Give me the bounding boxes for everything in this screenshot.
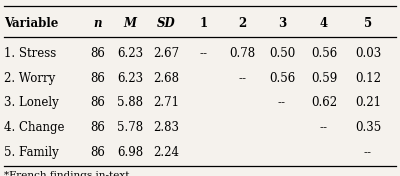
Text: --: -- [320, 121, 328, 134]
Text: 3. Lonely: 3. Lonely [4, 96, 59, 109]
Text: 0.59: 0.59 [311, 72, 337, 85]
Text: 5.88: 5.88 [117, 96, 143, 109]
Text: n: n [94, 17, 102, 30]
Text: 6.98: 6.98 [117, 146, 143, 159]
Text: --: -- [364, 146, 372, 159]
Text: 3: 3 [278, 17, 286, 30]
Text: 0.50: 0.50 [269, 47, 295, 60]
Text: 0.03: 0.03 [355, 47, 381, 60]
Text: 2.24: 2.24 [153, 146, 179, 159]
Text: *French findings in-text.: *French findings in-text. [4, 171, 133, 176]
Text: 4: 4 [320, 17, 328, 30]
Text: 1: 1 [200, 17, 208, 30]
Text: 86: 86 [90, 72, 106, 85]
Text: 0.21: 0.21 [355, 96, 381, 109]
Text: 86: 86 [90, 121, 106, 134]
Text: 5. Family: 5. Family [4, 146, 59, 159]
Text: 6.23: 6.23 [117, 72, 143, 85]
Text: Variable: Variable [4, 17, 58, 30]
Text: 2.71: 2.71 [153, 96, 179, 109]
Text: 0.12: 0.12 [355, 72, 381, 85]
Text: 6.23: 6.23 [117, 47, 143, 60]
Text: --: -- [238, 72, 246, 85]
Text: 5: 5 [364, 17, 372, 30]
Text: 0.35: 0.35 [355, 121, 381, 134]
Text: 0.78: 0.78 [229, 47, 255, 60]
Text: 5.78: 5.78 [117, 121, 143, 134]
Text: 2.68: 2.68 [153, 72, 179, 85]
Text: 2. Worry: 2. Worry [4, 72, 55, 85]
Text: 86: 86 [90, 47, 106, 60]
Text: 0.56: 0.56 [311, 47, 337, 60]
Text: 4. Change: 4. Change [4, 121, 64, 134]
Text: M: M [124, 17, 136, 30]
Text: 0.62: 0.62 [311, 96, 337, 109]
Text: --: -- [200, 47, 208, 60]
Text: 0.56: 0.56 [269, 72, 295, 85]
Text: SD: SD [157, 17, 175, 30]
Text: 86: 86 [90, 146, 106, 159]
Text: 86: 86 [90, 96, 106, 109]
Text: 2.67: 2.67 [153, 47, 179, 60]
Text: --: -- [278, 96, 286, 109]
Text: 2: 2 [238, 17, 246, 30]
Text: 1. Stress: 1. Stress [4, 47, 56, 60]
Text: 2.83: 2.83 [153, 121, 179, 134]
